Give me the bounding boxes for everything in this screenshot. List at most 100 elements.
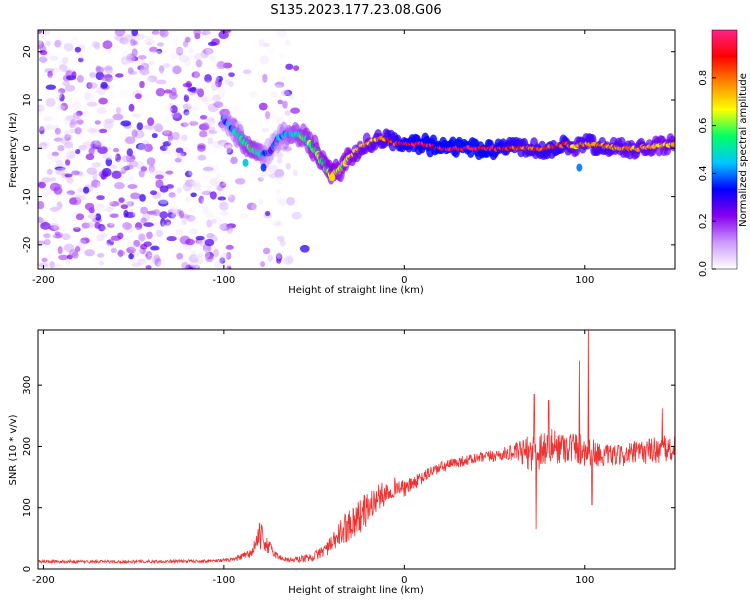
- heatmap-cell: [121, 227, 127, 234]
- heatmap-cell: [576, 163, 583, 172]
- heatmap-cell: [71, 170, 80, 176]
- heatmap-cell: [283, 89, 293, 97]
- heatmap-cell: [49, 77, 58, 85]
- heatmap-cell: [62, 56, 69, 64]
- heatmap-cell: [186, 214, 196, 222]
- heatmap-cell: [128, 175, 134, 183]
- heatmap-cell: [207, 226, 217, 235]
- heatmap-cell: [162, 130, 173, 137]
- heatmap-cell: [262, 247, 271, 255]
- heatmap-cell: [149, 203, 160, 211]
- heatmap-cell: [197, 144, 206, 152]
- heatmap-cell: [188, 254, 199, 263]
- heatmap-cell: [132, 211, 141, 217]
- heatmap-cell: [266, 46, 277, 54]
- heatmap-cell: [163, 62, 171, 69]
- heatmap-cell: [88, 214, 97, 219]
- heatmap-cell: [227, 194, 236, 203]
- heatmap-cell: [171, 208, 181, 215]
- heatmap-cell: [284, 110, 291, 116]
- heatmap-cell: [164, 112, 171, 120]
- heatmap-cell: [184, 36, 191, 43]
- heatmap-cell: [93, 42, 101, 50]
- heatmap-cell: [38, 40, 44, 49]
- heatmap-cell: [128, 70, 138, 75]
- heatmap-cell: [264, 111, 271, 120]
- heatmap-cell: [132, 40, 139, 46]
- heatmap-cell: [187, 100, 196, 108]
- spectrogram-frame: [37, 29, 676, 270]
- heatmap-cell: [100, 75, 111, 82]
- heatmap-cell: [180, 139, 189, 148]
- heatmap-cell: [66, 40, 72, 45]
- x-tick-label: -200: [32, 575, 55, 586]
- heatmap-cell: [275, 71, 283, 79]
- heatmap-cell: [190, 133, 197, 139]
- heatmap-cell: [128, 244, 137, 250]
- heatmap-cell: [164, 107, 173, 112]
- heatmap-cell: [143, 222, 154, 227]
- heatmap-cell: [283, 197, 292, 207]
- heatmap-cell: [130, 227, 142, 232]
- heatmap-cell: [205, 211, 215, 219]
- heatmap-cell: [227, 84, 236, 92]
- heatmap-cell: [50, 45, 57, 53]
- heatmap-cell: [64, 84, 76, 92]
- heatmap-cell: [130, 192, 141, 200]
- heatmap-cell: [191, 250, 197, 259]
- heatmap-cell: [284, 39, 291, 46]
- heatmap-cell: [257, 70, 264, 78]
- heatmap-cell: [89, 72, 97, 78]
- heatmap-cell: [248, 119, 260, 126]
- heatmap-cell: [184, 58, 191, 67]
- heatmap-cell: [53, 222, 60, 232]
- heatmap-cell: [131, 129, 138, 138]
- heatmap-cell: [159, 30, 169, 38]
- heatmap-cell: [115, 153, 121, 163]
- heatmap-cell: [106, 190, 118, 198]
- heatmap-cell: [83, 46, 91, 53]
- heatmap-cell: [126, 201, 134, 207]
- heatmap-cell: [54, 231, 61, 236]
- heatmap-cell: [38, 30, 43, 35]
- heatmap-cell: [152, 209, 161, 217]
- heatmap-cell: [114, 182, 125, 190]
- heatmap-cell: [219, 257, 226, 264]
- heatmap-cell: [211, 218, 217, 224]
- heatmap-cell: [271, 220, 281, 226]
- colorbar-tick-label: 0.2: [698, 213, 709, 229]
- heatmap-cell: [221, 82, 228, 91]
- heatmap-cell: [159, 211, 169, 219]
- heatmap-cell: [184, 196, 192, 203]
- heatmap-cell: [208, 126, 216, 132]
- heatmap-cell: [71, 71, 77, 78]
- heatmap-cell: [60, 136, 69, 145]
- heatmap-cell: [181, 261, 189, 269]
- spectrogram-y-ticks: -20 -10 0 10 20: [22, 45, 675, 253]
- heatmap-cell: [55, 105, 66, 111]
- heatmap-cell: [135, 143, 147, 150]
- heatmap-cell: [184, 91, 195, 97]
- heatmap-cell: [95, 213, 102, 221]
- heatmap-cell: [163, 116, 173, 123]
- heatmap-cell: [65, 192, 72, 199]
- heatmap-cell: [196, 207, 205, 216]
- heatmap-cell: [158, 65, 165, 74]
- heatmap-cell: [225, 252, 232, 260]
- heatmap-cell: [202, 48, 214, 55]
- heatmap-cell: [160, 115, 170, 124]
- heatmap-cell: [670, 142, 675, 147]
- heatmap-cell: [193, 30, 202, 36]
- heatmap-cell: [195, 256, 204, 265]
- heatmap-cell: [125, 55, 136, 63]
- heatmap-cell: [133, 247, 144, 254]
- heatmap-cell: [214, 191, 226, 196]
- heatmap-cell: [65, 258, 71, 266]
- heatmap-cell: [234, 178, 246, 185]
- heatmap-cell: [194, 104, 203, 110]
- heatmap-cell: [99, 225, 107, 231]
- heatmap-cell: [276, 30, 287, 38]
- heatmap-cell: [39, 50, 48, 56]
- heatmap-cell: [78, 54, 85, 59]
- heatmap-cell: [104, 118, 115, 124]
